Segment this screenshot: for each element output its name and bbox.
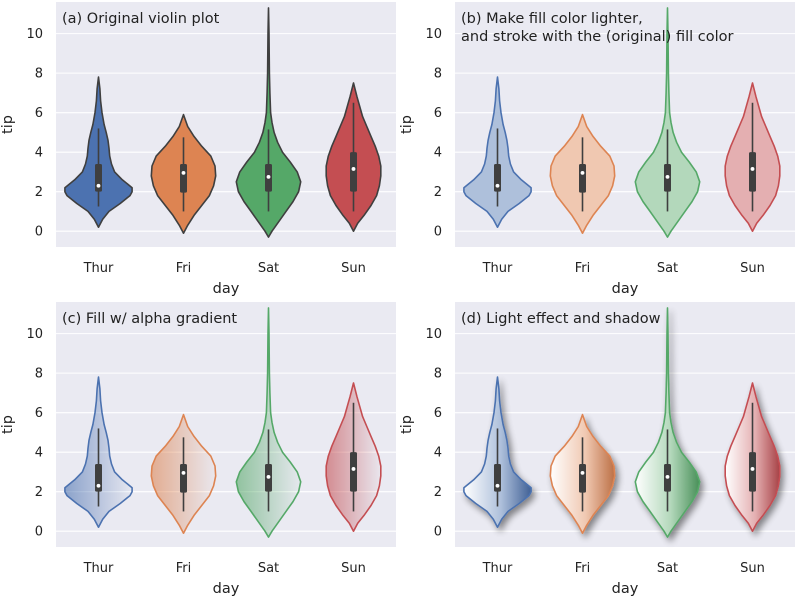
- violin-median-sun: [750, 467, 755, 471]
- y-tick-label: 10: [425, 27, 442, 42]
- violin-median-sun: [351, 167, 356, 171]
- panel-title: (b) Make fill color lighter,: [461, 11, 643, 27]
- y-tick-label: 2: [434, 485, 442, 500]
- y-tick-label: 6: [434, 106, 442, 121]
- y-tick-label: 8: [434, 67, 442, 82]
- x-axis-label: day: [213, 281, 240, 297]
- y-tick-label: 2: [434, 185, 442, 200]
- y-tick-label: 6: [434, 406, 442, 421]
- y-tick-label: 0: [35, 525, 43, 540]
- x-tick-label: Thur: [482, 261, 513, 276]
- x-tick-label: Fri: [575, 261, 591, 276]
- violin-iqr-box-sun: [749, 152, 756, 192]
- panel-a: 0 2 4 6 8 10 Thur Fri Sat Sun day tip (a) Original v…: [0, 2, 396, 297]
- violin-median-fri: [181, 171, 186, 175]
- x-tick-label: Sun: [341, 261, 366, 276]
- violin-iqr-box-thur: [494, 164, 501, 192]
- y-axis-label: tip: [399, 115, 415, 134]
- x-tick-label: Thur: [482, 561, 513, 576]
- violin-median-sat: [665, 474, 670, 479]
- panel-title: (d) Light effect and shadow: [461, 311, 661, 327]
- panel-title: (c) Fill w/ alpha gradient: [62, 311, 237, 327]
- panel-c: 0 2 4 6 8 10 Thur Fri Sat Sun day tip (c) Fill w/ al…: [0, 302, 396, 597]
- x-tick-label: Fri: [575, 561, 591, 576]
- x-tick-label: Sat: [258, 561, 279, 576]
- y-tick-label: 4: [434, 446, 442, 461]
- violin-sat: [634, 7, 701, 238]
- y-tick-label: 0: [35, 225, 43, 240]
- x-tick-label: Fri: [176, 261, 192, 276]
- violin-iqr-box-thur: [494, 464, 501, 492]
- panel-title: and stroke with the (original) fill colo…: [461, 29, 733, 45]
- violin-sat: [235, 307, 302, 538]
- violin-iqr-box-thur: [95, 164, 102, 192]
- violin-median-sat: [665, 174, 670, 179]
- y-tick-label: 6: [35, 406, 43, 421]
- y-tick-label: 4: [35, 446, 43, 461]
- y-axis-label: tip: [399, 415, 415, 434]
- violin-median-sat: [266, 174, 271, 179]
- y-tick-label: 10: [26, 27, 43, 42]
- y-tick-label: 10: [26, 327, 43, 342]
- y-tick-label: 8: [434, 367, 442, 382]
- x-tick-label: Sat: [657, 561, 678, 576]
- y-tick-label: 6: [35, 106, 43, 121]
- violin-iqr-box-fri: [180, 164, 187, 193]
- y-tick-label: 2: [35, 485, 43, 500]
- violin-iqr-box-sun: [749, 452, 756, 492]
- y-tick-label: 4: [434, 146, 442, 161]
- violin-iqr-box-thur: [95, 464, 102, 492]
- panel-d: 0 2 4 6 8 10 Thur Fri Sat Sun day tip (d) Light effe…: [399, 302, 795, 597]
- violin-median-thur: [495, 183, 500, 188]
- violin-sat: [235, 7, 302, 238]
- violin-iqr-box-fri: [579, 464, 586, 493]
- y-tick-label: 2: [35, 185, 43, 200]
- x-axis-label: day: [213, 581, 240, 597]
- y-tick-label: 0: [434, 525, 442, 540]
- violin-iqr-box-fri: [180, 464, 187, 493]
- panel-title: (a) Original violin plot: [62, 11, 220, 27]
- x-tick-label: Sat: [657, 261, 678, 276]
- panel-b: 0 2 4 6 8 10 Thur Fri Sat Sun day tip (b) Make fill …: [399, 2, 795, 297]
- violin-sat: [634, 307, 701, 538]
- violin-iqr-box-sun: [350, 152, 357, 192]
- violin-median-fri: [580, 471, 585, 475]
- x-tick-label: Thur: [83, 561, 114, 576]
- y-tick-label: 0: [434, 225, 442, 240]
- violin-median-thur: [495, 483, 500, 488]
- violin-iqr-box-sun: [350, 452, 357, 492]
- x-tick-label: Sun: [341, 561, 366, 576]
- x-tick-label: Sun: [740, 261, 765, 276]
- violin-median-fri: [181, 471, 186, 475]
- y-tick-label: 4: [35, 146, 43, 161]
- x-tick-label: Thur: [83, 261, 114, 276]
- violin-median-sun: [750, 167, 755, 171]
- violin-median-thur: [96, 183, 101, 188]
- y-tick-label: 10: [425, 327, 442, 342]
- y-tick-label: 8: [35, 67, 43, 82]
- x-axis-label: day: [612, 281, 639, 297]
- x-tick-label: Sun: [740, 561, 765, 576]
- violin-iqr-box-fri: [579, 164, 586, 193]
- x-axis-label: day: [612, 581, 639, 597]
- y-axis-label: tip: [0, 415, 16, 434]
- y-tick-label: 8: [35, 367, 43, 382]
- y-axis-label: tip: [0, 115, 16, 134]
- x-tick-label: Fri: [176, 561, 192, 576]
- violin-median-sun: [351, 467, 356, 471]
- violin-median-thur: [96, 483, 101, 488]
- violin-median-sat: [266, 474, 271, 479]
- x-tick-label: Sat: [258, 261, 279, 276]
- violin-median-fri: [580, 171, 585, 175]
